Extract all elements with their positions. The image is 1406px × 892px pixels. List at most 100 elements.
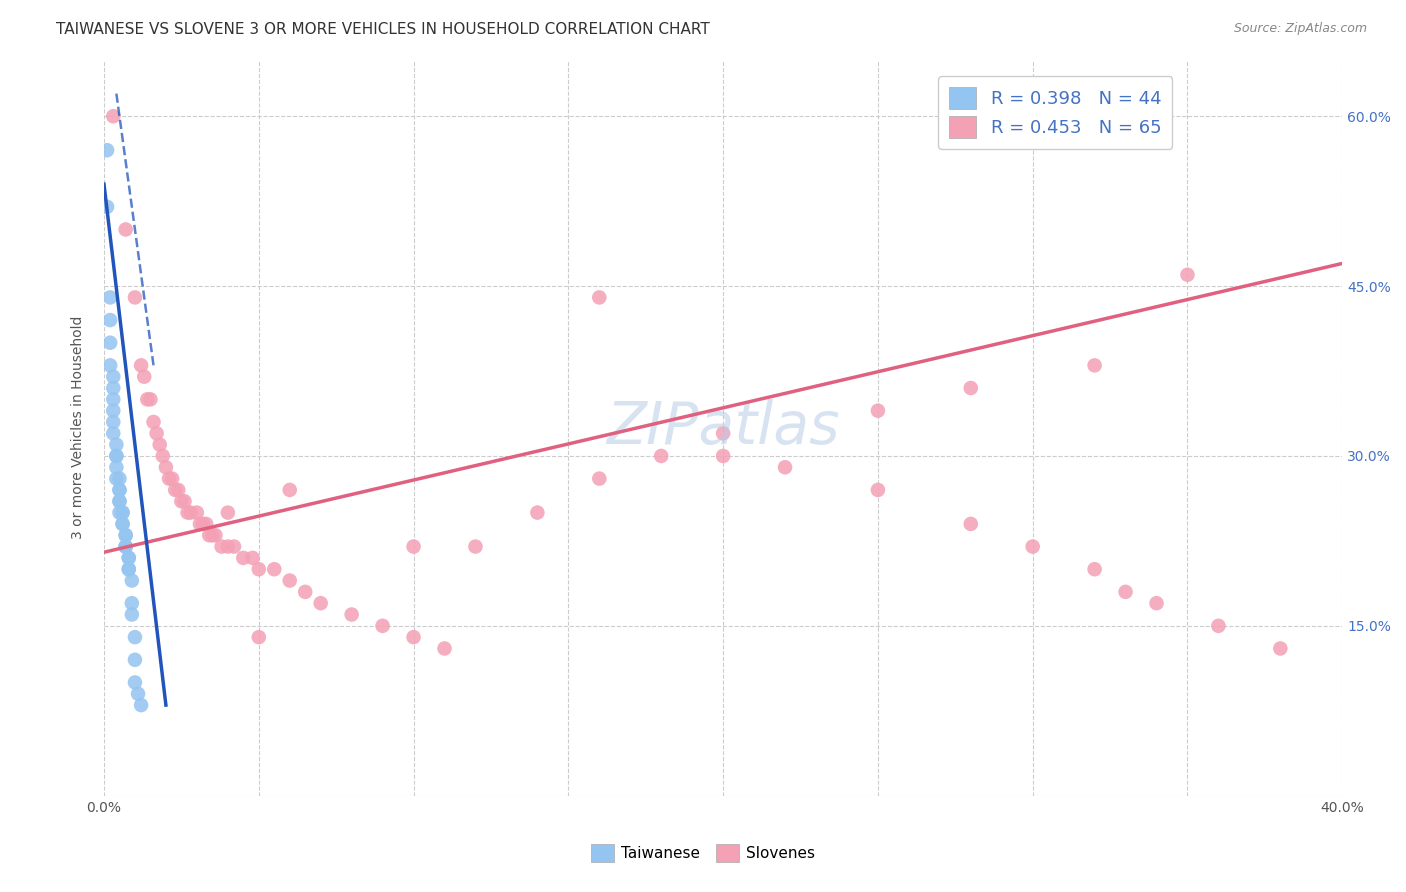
Point (157, 472, 180, 486)
Point (152, 449, 174, 463)
Point (105, 449, 128, 463)
Point (195, 516, 218, 531)
Point (959, 516, 981, 531)
Point (103, 426, 125, 441)
Point (118, 562, 141, 576)
Point (433, 641, 456, 656)
Point (188, 516, 211, 531)
Point (160, 472, 183, 486)
Point (114, 540, 136, 554)
Point (108, 483, 131, 497)
Point (711, 426, 734, 441)
Point (1177, 268, 1199, 282)
Point (145, 426, 167, 441)
Point (866, 403, 889, 417)
Point (111, 516, 134, 531)
Point (111, 506, 134, 520)
Point (108, 494, 131, 508)
Legend: Taiwanese, Slovenes: Taiwanese, Slovenes (585, 838, 821, 868)
Point (98, 335, 121, 350)
Point (121, 596, 143, 610)
Point (711, 449, 734, 463)
Point (242, 550, 264, 565)
Point (108, 506, 131, 520)
Point (142, 415, 165, 429)
Point (155, 460, 177, 475)
Point (211, 540, 233, 554)
Point (129, 698, 152, 712)
Point (294, 585, 316, 599)
Point (217, 540, 239, 554)
Point (198, 528, 221, 542)
Point (866, 483, 889, 497)
Point (121, 574, 143, 588)
Point (1021, 540, 1043, 554)
Point (96, 143, 118, 157)
Point (98, 290, 121, 304)
Point (105, 472, 128, 486)
Point (278, 574, 301, 588)
Point (1208, 619, 1230, 633)
Point (111, 506, 134, 520)
Point (176, 506, 198, 520)
Point (105, 460, 128, 475)
Point (402, 540, 425, 554)
Point (278, 483, 301, 497)
Point (108, 483, 131, 497)
Point (103, 369, 125, 384)
Point (129, 359, 152, 373)
Point (108, 494, 131, 508)
Point (165, 483, 187, 497)
Point (114, 528, 136, 542)
Point (134, 369, 156, 384)
Point (180, 506, 202, 520)
Point (1115, 585, 1137, 599)
Point (222, 540, 245, 554)
Text: TAIWANESE VS SLOVENE 3 OR MORE VEHICLES IN HOUSEHOLD CORRELATION CHART: TAIWANESE VS SLOVENE 3 OR MORE VEHICLES … (56, 22, 710, 37)
Point (1270, 641, 1292, 656)
Point (232, 550, 254, 565)
Point (588, 290, 610, 304)
Point (186, 506, 208, 520)
Point (191, 516, 214, 531)
Point (650, 449, 672, 463)
Text: ZIPatlas: ZIPatlas (606, 399, 839, 456)
Point (959, 381, 981, 395)
Point (149, 437, 172, 451)
Point (103, 381, 125, 395)
Text: Source: ZipAtlas.com: Source: ZipAtlas.com (1233, 22, 1367, 36)
Point (108, 472, 131, 486)
Point (124, 675, 146, 690)
Point (103, 403, 125, 417)
Point (217, 506, 239, 520)
Point (103, 392, 125, 407)
Point (103, 415, 125, 429)
Point (201, 528, 224, 542)
Point (136, 392, 159, 407)
Point (526, 506, 548, 520)
Point (309, 596, 332, 610)
Point (124, 630, 146, 644)
Point (139, 392, 162, 407)
Point (98, 313, 121, 327)
Point (1084, 562, 1107, 576)
Legend: R = 0.398   N = 44, R = 0.453   N = 65: R = 0.398 N = 44, R = 0.453 N = 65 (938, 76, 1173, 149)
Y-axis label: 3 or more Vehicles in Household: 3 or more Vehicles in Household (72, 316, 86, 540)
Point (118, 550, 141, 565)
Point (1146, 596, 1168, 610)
Point (127, 687, 149, 701)
Point (464, 540, 486, 554)
Point (98, 359, 121, 373)
Point (105, 449, 128, 463)
Point (124, 653, 146, 667)
Point (118, 562, 141, 576)
Point (204, 528, 226, 542)
Point (96, 200, 118, 214)
Point (340, 607, 363, 622)
Point (118, 550, 141, 565)
Point (402, 630, 425, 644)
Point (167, 483, 190, 497)
Point (103, 109, 125, 123)
Point (371, 619, 394, 633)
Point (114, 540, 136, 554)
